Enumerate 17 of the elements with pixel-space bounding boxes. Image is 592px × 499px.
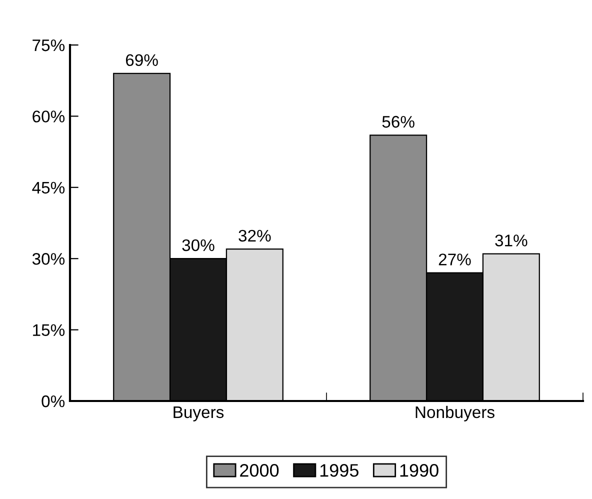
y-tick-label: 45%	[32, 182, 65, 194]
y-tick-label: 0%	[42, 395, 65, 408]
legend-label: 1995	[320, 464, 358, 477]
data-label: 31%	[495, 234, 528, 246]
data-label: 27%	[438, 254, 471, 266]
legend-label: 1990	[400, 464, 438, 477]
legend-label: 2000	[240, 464, 279, 477]
data-label: 30%	[182, 239, 214, 252]
data-label: 32%	[238, 230, 271, 242]
x-tick-label: Buyers	[174, 406, 224, 422]
y-tick-label: 60%	[32, 110, 65, 122]
data-label: 69%	[126, 54, 158, 66]
x-tick-label: Nonbuyers	[416, 406, 494, 422]
y-tick-label: 15%	[33, 324, 65, 336]
data-label: 56%	[382, 116, 414, 128]
y-tick-label: 75%	[32, 39, 65, 52]
y-tick-label: 30%	[32, 253, 65, 265]
